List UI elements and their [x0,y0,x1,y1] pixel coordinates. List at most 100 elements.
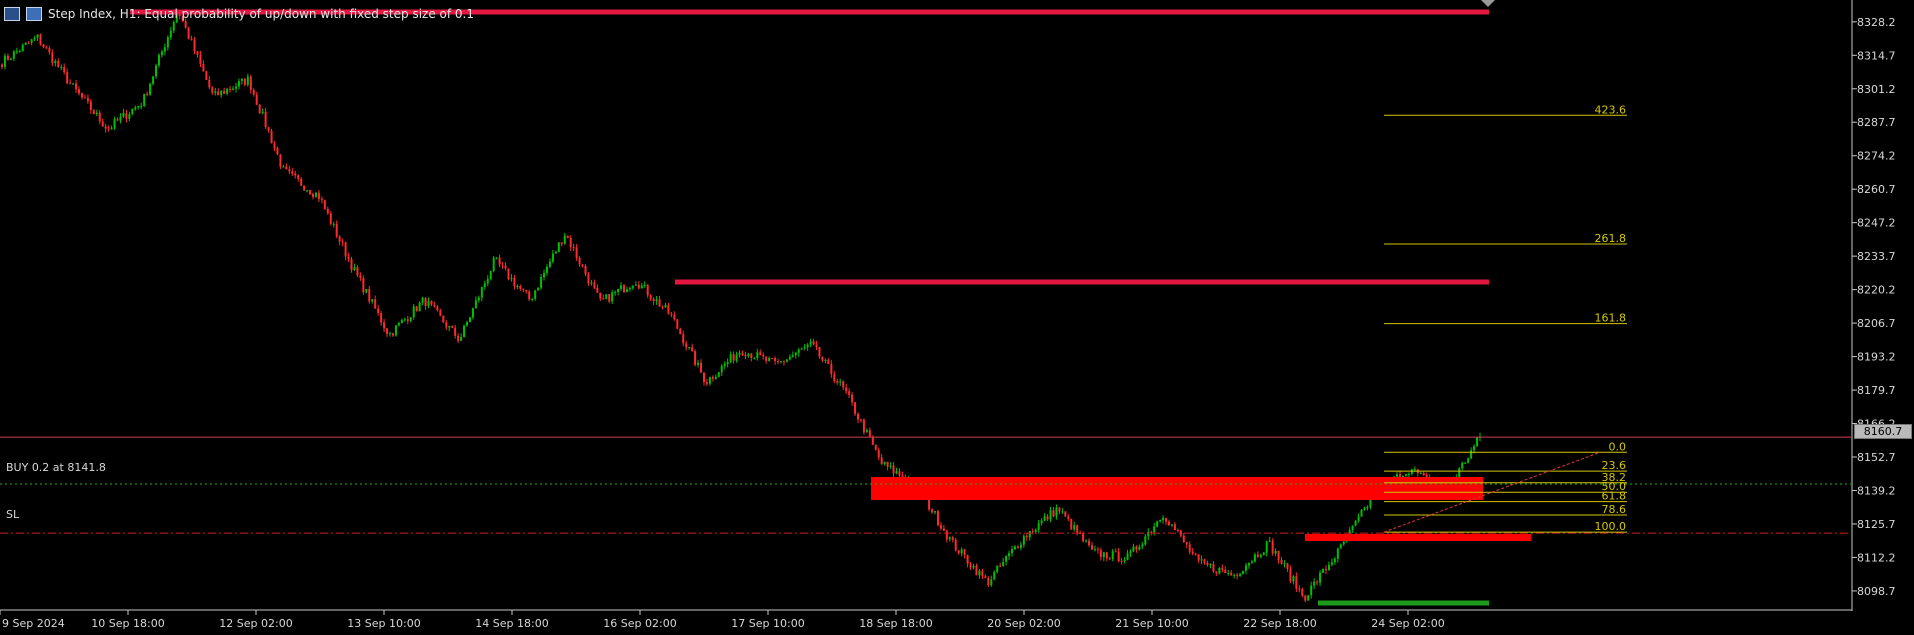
time-tick-label: 14 Sep 18:00 [475,617,548,630]
buy-order-label[interactable]: BUY 0.2 at 8141.8 [6,461,106,474]
price-tick-label: 8287.7 [1857,116,1896,129]
candle-body [1316,581,1319,583]
candle-body [1425,474,1428,478]
candle-body [788,356,791,360]
candle-body [483,283,486,288]
candle-body [1147,531,1150,537]
candle-body [1327,564,1330,571]
chart-shift-marker[interactable] [1481,0,1495,7]
candle-body [1313,581,1316,586]
candle-body [1022,535,1025,545]
candle-body [504,265,507,269]
candle-body [859,419,862,421]
candle-body [735,354,738,361]
candle-body [415,306,418,312]
time-tick-label: 20 Sep 02:00 [987,617,1060,630]
candle-body [1144,536,1147,545]
candle-body [717,372,720,377]
candle-body [323,200,326,209]
candle-body [1236,574,1239,576]
candle-body [1360,509,1363,517]
candle-body [288,169,291,172]
candle-body [377,308,380,313]
candle-body [3,55,6,67]
candle-body [1114,551,1117,553]
candle-body [6,55,9,60]
fib-trend-line[interactable] [1383,451,1601,533]
candle-body [389,333,392,335]
candle-body [934,511,937,513]
chart-properties-icon[interactable] [26,7,42,21]
candle-body [232,88,235,90]
candle-body [371,299,374,302]
candle-body [92,110,95,115]
candle-body [768,358,771,361]
candle-body [525,289,528,292]
candle-body [1250,561,1253,563]
candle-body [1322,569,1325,573]
candle-body [1301,588,1304,596]
candle-body [777,361,780,363]
candle-body [495,257,498,259]
candle-body [540,277,543,288]
candle-body [697,362,700,365]
candle-body [480,287,483,298]
candle-body [338,236,341,242]
candle-body [39,34,42,45]
candle-body [892,465,895,474]
candle-body [1090,545,1093,550]
candle-body [187,27,190,39]
candle-body [125,112,128,119]
candle-body [1194,553,1197,555]
candle-body [394,325,397,336]
candle-body [581,264,584,267]
candle-body [368,289,371,302]
candle-body [800,348,803,350]
candle-body [720,365,723,373]
candle-body [1150,531,1153,533]
candle-body [63,66,66,73]
fib-level-label: 78.6 [1602,503,1627,516]
candle-body [143,93,146,106]
candle-body [1215,571,1218,574]
candle-body [466,322,469,326]
price-tick-label: 8112.2 [1857,551,1896,564]
candle-body [69,83,72,85]
candle-body [1076,525,1079,534]
candle-body [818,347,821,357]
candle-body [60,66,63,68]
demand-zone-small[interactable] [1305,534,1531,541]
stop-loss-label[interactable]: SL [6,508,20,521]
candle-body [1126,553,1129,560]
supply-demand-zone[interactable] [871,477,1483,500]
candle-body [889,465,892,467]
candle-body [771,358,774,360]
candle-body [1209,564,1212,566]
candle-body [350,259,353,271]
candle-body [1298,588,1301,590]
fib-level-label: 23.6 [1602,459,1627,472]
candle-body [510,277,513,279]
candle-body [877,449,880,458]
candle-body [774,358,777,362]
price-tick-label: 8193.2 [1857,351,1896,364]
candle-body [575,247,578,258]
candle-body [513,277,516,287]
candle-body [300,178,303,186]
chart-window-icon[interactable] [4,7,20,21]
candle-body [791,355,794,357]
time-tick-label: 17 Sep 10:00 [731,617,804,630]
candle-body [498,257,501,265]
candle-body [700,362,703,373]
candle-body [1253,554,1256,562]
candle-body [628,287,631,290]
candle-body [451,325,454,328]
candle-body [723,364,726,366]
candle-body [86,97,89,102]
candle-body [661,306,664,308]
candle-body [110,127,113,129]
candle-body [824,359,827,361]
candle-body [1333,558,1336,563]
